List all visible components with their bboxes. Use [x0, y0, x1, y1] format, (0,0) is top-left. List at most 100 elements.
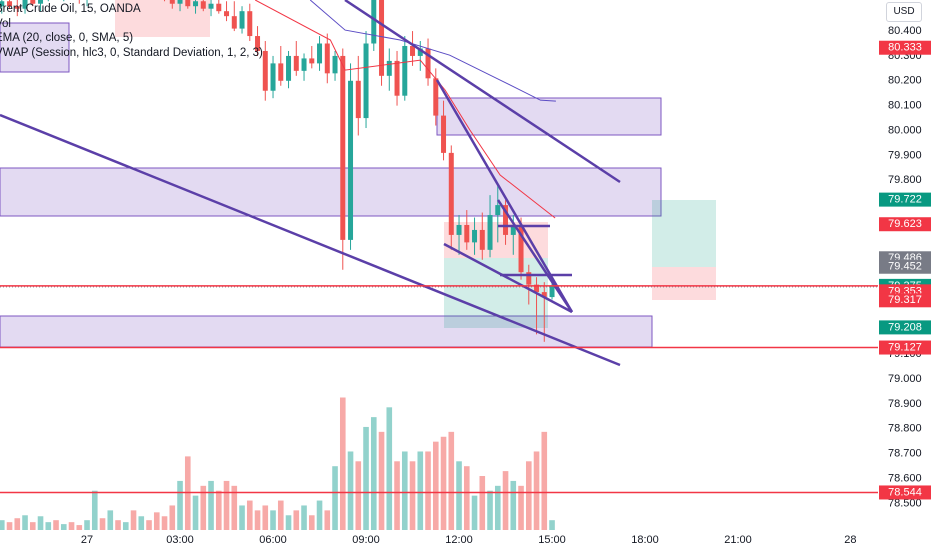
volume-bar	[200, 485, 207, 530]
volume-bar	[84, 520, 90, 530]
y-tick-label: 80.100	[888, 100, 922, 112]
x-tick-label: 09:00	[352, 534, 380, 546]
y-tick-label: 78.800	[888, 423, 922, 435]
volume-bar	[456, 461, 462, 530]
volume-bar	[14, 518, 21, 530]
volume-bar	[370, 417, 377, 530]
vwap-line	[309, 0, 556, 102]
candle-body	[231, 16, 237, 29]
volume-bar	[246, 500, 253, 530]
volume-bar	[153, 512, 160, 530]
y-tick-label: 78.600	[888, 472, 922, 484]
indicator: VWAP (Session, hlc3, 0, Standard Deviati…	[0, 46, 263, 59]
candle-body	[14, 6, 20, 9]
price-label	[879, 293, 931, 308]
volume-bar	[332, 466, 338, 530]
candle-body	[255, 36, 261, 51]
volume-bar	[130, 510, 137, 530]
price-label	[879, 340, 931, 355]
candle-body	[464, 224, 470, 243]
volume-bar	[177, 480, 183, 530]
y-tick-label: 80.000	[888, 124, 922, 136]
candle-body	[332, 55, 338, 74]
volume-bar	[169, 505, 176, 530]
volume-bar	[215, 490, 222, 530]
x-tick-label: 06:00	[259, 534, 287, 546]
candle-body	[495, 205, 501, 216]
candle-body	[247, 11, 253, 37]
axes: 27 03:00 06:00 09:00 12:00 15:00 18:00 21:00 28 8…	[81, 25, 931, 546]
zone	[436, 97, 662, 136]
candle-body	[363, 43, 369, 119]
x-tick-label: 03:00	[166, 534, 194, 546]
candle-body	[309, 58, 315, 64]
x-tick-label: 12:00	[445, 534, 473, 546]
candle-body	[503, 205, 509, 235]
volume-bar	[425, 451, 431, 530]
volume-bar	[0, 520, 5, 530]
candle-body	[402, 45, 408, 96]
volume-bar	[99, 518, 106, 530]
volume-bar	[363, 426, 369, 530]
volume-bar	[533, 451, 540, 530]
volume-bar	[494, 485, 501, 530]
candle-body	[193, 1, 199, 7]
volume-bar	[417, 451, 424, 530]
price-label-text: 78.544	[888, 486, 922, 498]
position-stop	[652, 267, 716, 300]
candles	[0, 0, 556, 342]
zone	[0, 167, 662, 217]
volume-bar	[37, 516, 44, 530]
candle-body	[379, 0, 385, 76]
candle-body	[348, 80, 354, 240]
indicator: Vol	[0, 17, 11, 30]
candle-body	[386, 60, 392, 76]
volume-bar	[161, 516, 168, 530]
y-tick-label: 80.400	[888, 25, 922, 37]
volume-bar	[22, 515, 28, 530]
candle-body	[456, 224, 462, 235]
volume	[0, 397, 555, 530]
volume-bar	[518, 485, 524, 530]
y-tick-label: 78.700	[888, 448, 922, 460]
candle-body	[472, 229, 478, 243]
candle-body	[239, 11, 245, 29]
price-label-text: 79.722	[888, 194, 922, 206]
volume-bar	[122, 522, 129, 530]
ema-line	[254, 0, 556, 219]
candle-body	[278, 63, 284, 81]
volume-bar	[6, 522, 13, 530]
volume-bar	[549, 520, 555, 530]
volume-bar	[463, 466, 470, 530]
trend-lines	[0, 0, 621, 367]
volume-bar	[355, 461, 362, 530]
candle-body	[30, 0, 36, 4]
candle-body	[433, 78, 439, 116]
currency-button[interactable]: USD	[886, 2, 922, 22]
volume-bar	[316, 500, 323, 530]
price-label	[879, 320, 931, 335]
volume-bar	[53, 520, 59, 530]
volume-bar	[107, 510, 114, 530]
price-label	[879, 259, 931, 274]
volume-bar	[138, 516, 145, 530]
horizontal-lines	[0, 285, 878, 494]
volume-bar	[91, 490, 98, 530]
candle-body	[200, 1, 206, 9]
volume-bar	[301, 505, 307, 530]
y-tick-label: 80.200	[888, 75, 922, 87]
position-target	[652, 200, 716, 267]
volume-bar	[401, 451, 408, 530]
volume-bar	[479, 476, 486, 530]
drawings	[0, 0, 878, 348]
candle-body	[541, 292, 547, 298]
x-tick-label: 18:00	[631, 534, 659, 546]
candle-body	[262, 50, 268, 91]
candle-body	[425, 48, 431, 79]
candle-body	[208, 3, 214, 9]
volume-bar	[448, 431, 455, 530]
symbol: Brent Crude Oil, 15, OANDA	[0, 3, 141, 15]
trend-line	[0, 113, 621, 367]
volume-bar	[115, 520, 121, 530]
